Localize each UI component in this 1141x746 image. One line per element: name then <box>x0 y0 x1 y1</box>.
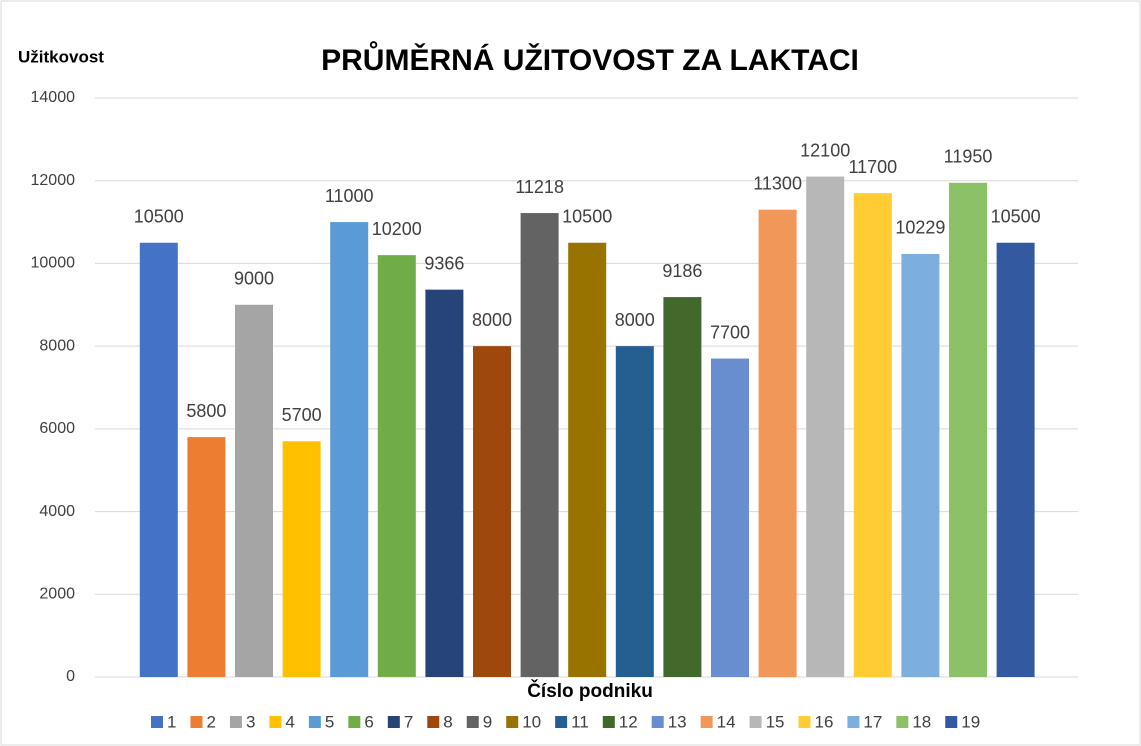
legend-label: 9 <box>483 712 492 731</box>
legend-label: 5 <box>325 712 334 731</box>
legend-swatch <box>798 716 811 728</box>
data-label: 7700 <box>710 322 750 342</box>
legend-swatch <box>466 716 479 728</box>
data-label: 11300 <box>753 173 802 193</box>
legend-swatch <box>229 716 242 728</box>
bar <box>901 253 940 678</box>
x-axis-label: Číslo podniku <box>527 680 653 702</box>
data-label: 10500 <box>562 207 612 227</box>
legend-label: 8 <box>443 712 452 731</box>
bar <box>615 346 654 677</box>
bar <box>949 182 987 677</box>
bar <box>996 242 1035 677</box>
bar <box>235 304 273 677</box>
bar <box>663 297 702 677</box>
legend-label: 16 <box>814 712 833 731</box>
bar <box>758 209 797 677</box>
y-tick-label: 14000 <box>31 89 76 106</box>
data-label: 5800 <box>186 401 226 421</box>
data-label: 9000 <box>234 269 274 289</box>
legend-swatch <box>555 716 568 728</box>
legend-label: 18 <box>912 712 931 731</box>
legend-swatch <box>651 716 664 728</box>
data-label: 8000 <box>615 310 655 330</box>
data-label: 5700 <box>282 405 322 425</box>
legend-label: 10 <box>522 712 541 731</box>
legend-swatch <box>387 716 400 728</box>
y-tick-label: 0 <box>66 668 75 685</box>
y-tick-label: 6000 <box>39 420 75 437</box>
chart-title: PRŮMĚRNÁ UŽITOVOST ZA LAKTACI <box>321 41 859 77</box>
legend-swatch <box>427 716 440 728</box>
bar <box>473 346 511 677</box>
legend-swatch <box>269 716 282 728</box>
legend-label: 19 <box>961 712 980 731</box>
bar <box>377 255 416 677</box>
bar <box>139 242 178 677</box>
legend-label: 12 <box>619 712 638 731</box>
legend-label: 14 <box>717 712 736 731</box>
y-axis-label: Užitkovost <box>18 47 104 66</box>
y-tick-label: 8000 <box>39 337 75 354</box>
bar <box>568 242 607 677</box>
data-label: 10500 <box>134 207 184 227</box>
legend-swatch <box>506 716 519 728</box>
legend-label: 2 <box>206 712 215 731</box>
legend-swatch <box>308 716 321 728</box>
data-label: 8000 <box>472 310 512 330</box>
legend-label: 1 <box>167 712 176 731</box>
data-label: 10200 <box>372 219 422 239</box>
data-label: 11700 <box>848 157 897 177</box>
legend-swatch <box>749 716 762 728</box>
legend-swatch <box>190 716 203 728</box>
y-tick-label: 4000 <box>39 503 75 520</box>
bar <box>187 437 226 677</box>
legend-label: 6 <box>364 712 373 731</box>
legend-label: 7 <box>404 712 413 731</box>
legend-label: 11 <box>571 712 589 731</box>
bar <box>853 193 892 677</box>
data-label: 9186 <box>662 261 702 281</box>
bar <box>425 289 464 677</box>
legend-swatch <box>151 716 163 728</box>
legend-label: 17 <box>863 712 882 731</box>
y-tick-label: 2000 <box>39 586 75 603</box>
legend-label: 4 <box>285 712 294 731</box>
legend-swatch <box>896 716 909 728</box>
legend-swatch <box>847 716 860 728</box>
data-label: 9366 <box>424 253 464 273</box>
legend-swatch <box>348 716 361 728</box>
legend-swatch <box>945 716 958 728</box>
data-label: 11950 <box>944 147 993 167</box>
data-label: 12100 <box>800 140 850 160</box>
bar <box>711 358 749 677</box>
bar <box>282 441 321 677</box>
y-tick-label: 12000 <box>31 172 76 189</box>
data-label: 10229 <box>895 218 945 238</box>
y-tick-label: 10000 <box>31 255 76 272</box>
data-label: 11000 <box>325 186 374 206</box>
legend-label: 13 <box>668 712 687 731</box>
bar <box>806 176 845 678</box>
bar <box>520 213 559 677</box>
legend-swatch <box>700 716 713 728</box>
data-label: 10500 <box>991 207 1041 227</box>
legend-label: 15 <box>766 712 785 731</box>
legend-label: 3 <box>246 712 255 731</box>
bar <box>330 222 369 678</box>
data-label: 11218 <box>515 177 564 197</box>
legend-swatch <box>602 716 615 728</box>
